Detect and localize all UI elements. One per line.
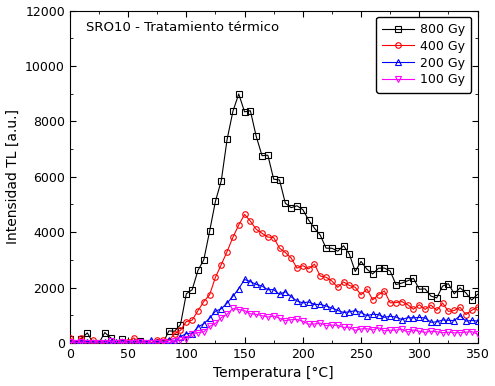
200 Gy bbox=[271, 287, 277, 292]
Text: SRO10 - Tratamiento térmico: SRO10 - Tratamiento térmico bbox=[86, 20, 279, 34]
200 Gy bbox=[67, 341, 73, 345]
800 Gy bbox=[67, 337, 73, 342]
800 Gy bbox=[463, 291, 469, 295]
400 Gy bbox=[446, 309, 451, 314]
800 Gy bbox=[84, 330, 90, 335]
400 Gy bbox=[242, 212, 248, 217]
400 Gy bbox=[84, 341, 90, 345]
Line: 200 Gy: 200 Gy bbox=[67, 277, 480, 346]
100 Gy bbox=[230, 306, 236, 311]
100 Gy bbox=[73, 341, 79, 345]
100 Gy bbox=[277, 316, 283, 320]
400 Gy bbox=[79, 335, 85, 340]
X-axis label: Temperatura [°C]: Temperatura [°C] bbox=[213, 366, 334, 381]
100 Gy bbox=[67, 340, 73, 345]
200 Gy bbox=[242, 277, 248, 282]
800 Gy bbox=[277, 178, 283, 182]
100 Gy bbox=[84, 341, 90, 345]
Line: 100 Gy: 100 Gy bbox=[67, 306, 480, 346]
800 Gy bbox=[323, 246, 329, 251]
200 Gy bbox=[317, 302, 323, 307]
200 Gy bbox=[183, 331, 189, 336]
200 Gy bbox=[381, 315, 387, 320]
400 Gy bbox=[475, 305, 481, 310]
100 Gy bbox=[323, 323, 329, 328]
400 Gy bbox=[277, 246, 283, 251]
800 Gy bbox=[475, 292, 481, 296]
800 Gy bbox=[131, 341, 137, 345]
200 Gy bbox=[475, 319, 481, 323]
200 Gy bbox=[457, 313, 463, 318]
Legend: 800 Gy, 400 Gy, 200 Gy, 100 Gy: 800 Gy, 400 Gy, 200 Gy, 100 Gy bbox=[376, 17, 471, 93]
400 Gy bbox=[323, 275, 329, 279]
Y-axis label: Intensidad TL [a.u.]: Intensidad TL [a.u.] bbox=[5, 109, 20, 244]
100 Gy bbox=[475, 332, 481, 337]
400 Gy bbox=[67, 335, 73, 340]
200 Gy bbox=[79, 340, 85, 345]
800 Gy bbox=[446, 281, 451, 286]
Line: 400 Gy: 400 Gy bbox=[67, 212, 480, 346]
400 Gy bbox=[131, 335, 137, 340]
100 Gy bbox=[131, 341, 137, 345]
800 Gy bbox=[73, 341, 79, 345]
800 Gy bbox=[236, 91, 242, 96]
400 Gy bbox=[463, 312, 469, 317]
Line: 800 Gy: 800 Gy bbox=[67, 91, 480, 346]
100 Gy bbox=[446, 330, 451, 335]
100 Gy bbox=[463, 330, 469, 335]
